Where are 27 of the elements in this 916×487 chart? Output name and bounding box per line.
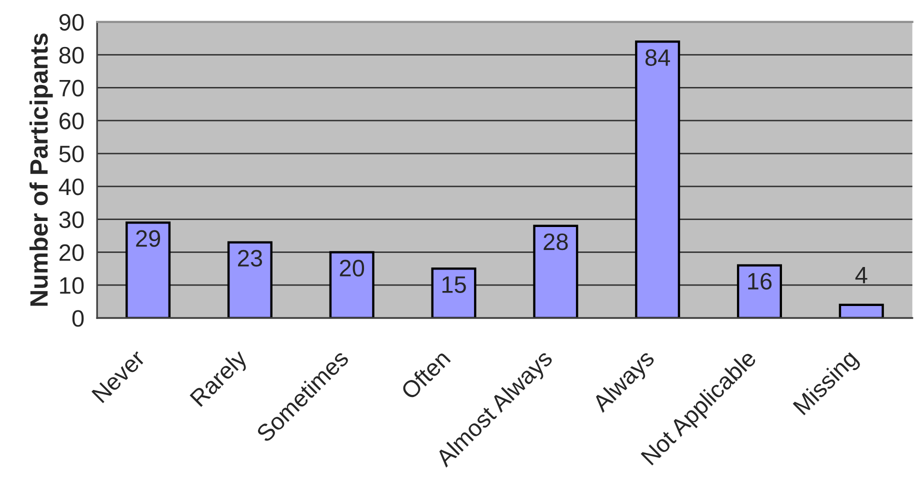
data-label: 29 xyxy=(136,230,160,247)
y-tick-label: 70 xyxy=(60,80,84,96)
y-tick-label: 0 xyxy=(72,310,84,327)
y-tick-label: 20 xyxy=(60,244,84,261)
bar xyxy=(126,221,171,318)
y-axis-title: Number of Participants xyxy=(29,33,53,306)
bar xyxy=(736,264,782,318)
bar xyxy=(431,268,476,318)
y-tick-label: 10 xyxy=(60,277,84,294)
bar xyxy=(635,40,680,318)
y-tick-label: 90 xyxy=(59,14,84,31)
y-tick-label: 50 xyxy=(59,146,84,162)
data-label: 84 xyxy=(645,49,670,66)
bar xyxy=(227,241,272,318)
data-label: 4 xyxy=(855,267,868,284)
data-label: 15 xyxy=(442,276,466,293)
bar xyxy=(533,224,578,318)
data-label: 16 xyxy=(748,272,772,290)
data-label: 23 xyxy=(238,250,262,267)
y-tick-label: 80 xyxy=(59,46,84,64)
bar xyxy=(838,304,884,318)
y-tick-label: 60 xyxy=(60,112,84,130)
data-label: 20 xyxy=(340,260,364,276)
data-label: 28 xyxy=(544,233,568,250)
bar xyxy=(329,251,374,318)
y-tick-label: 30 xyxy=(59,211,84,228)
y-tick-label: 40 xyxy=(58,178,84,196)
